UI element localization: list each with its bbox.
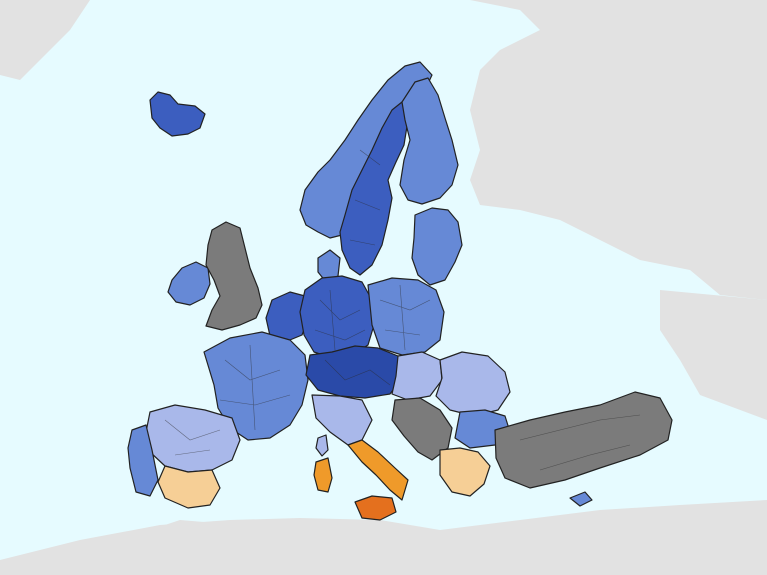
regions-layer [127, 61, 673, 521]
portugal[interactable] [127, 424, 159, 497]
romania[interactable] [435, 351, 511, 417]
subregion-boundaries [164, 149, 641, 471]
sardinia[interactable] [313, 457, 333, 493]
france[interactable] [203, 331, 309, 441]
iceland[interactable] [149, 91, 206, 137]
sweden[interactable] [339, 101, 409, 276]
ireland[interactable] [167, 261, 211, 306]
united-kingdom[interactable] [205, 221, 263, 331]
cyprus[interactable] [569, 491, 593, 507]
southern-spain[interactable] [157, 465, 221, 509]
switzerland-austria-czechia[interactable] [305, 345, 403, 399]
turkey[interactable] [494, 391, 673, 489]
baltics[interactable] [411, 207, 463, 286]
benelux[interactable] [265, 291, 311, 343]
poland[interactable] [367, 277, 445, 356]
hungary-slovakia[interactable] [391, 351, 443, 401]
corsica[interactable] [315, 434, 329, 457]
greece[interactable] [439, 447, 491, 497]
southern-italy[interactable] [347, 439, 409, 501]
finland[interactable] [399, 77, 459, 205]
sicily[interactable] [354, 495, 397, 521]
